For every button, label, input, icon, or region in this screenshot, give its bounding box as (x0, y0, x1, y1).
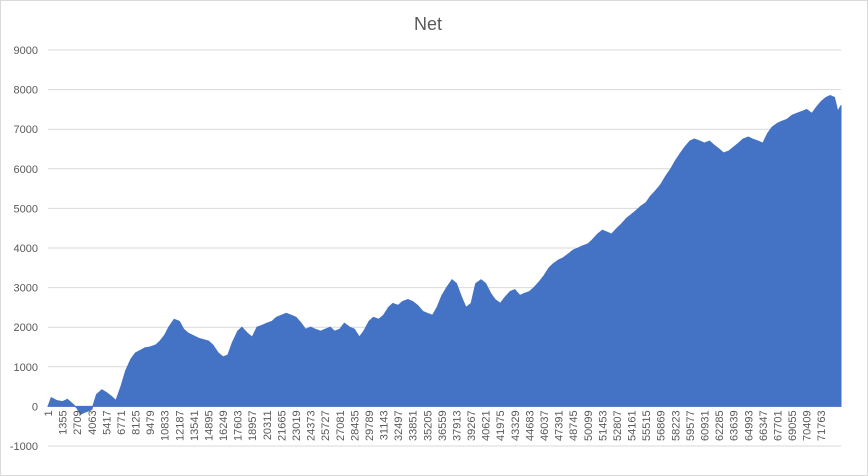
x-tick-label: 48745 (568, 410, 580, 441)
x-tick-label: 6771 (116, 410, 128, 434)
x-tick-label: 43329 (510, 410, 522, 441)
x-tick-label: 4063 (87, 410, 99, 434)
y-tick-label: 9000 (14, 45, 38, 57)
x-tick-label: 55515 (641, 410, 653, 441)
x-tick-label: 56869 (656, 410, 668, 441)
x-tick-label: 8125 (131, 410, 143, 434)
x-tick-label: 18957 (247, 410, 259, 441)
x-tick-label: 60931 (699, 410, 711, 441)
chart-title: Net (414, 14, 442, 34)
x-tick-label: 12187 (174, 410, 186, 441)
x-tick-label: 1 (43, 410, 55, 416)
x-tick-label: 28435 (349, 410, 361, 441)
x-tick-label: 54161 (627, 410, 639, 441)
x-tick-label: 66347 (758, 410, 770, 441)
y-tick-label: 5000 (14, 203, 38, 215)
x-tick-label: 24373 (306, 410, 318, 441)
x-tick-label: 64993 (743, 410, 755, 441)
x-tick-label: 27081 (335, 410, 347, 441)
x-tick-label: 39267 (466, 410, 478, 441)
y-tick-label: 6000 (14, 164, 38, 176)
x-tick-label: 29789 (364, 410, 376, 441)
plot-area (47, 94, 842, 415)
x-tick-label: 47391 (554, 410, 566, 441)
x-tick-label: 31143 (379, 410, 391, 440)
x-tick-label: 51453 (597, 410, 609, 441)
y-tick-label: 8000 (14, 85, 38, 97)
x-tick-label: 52807 (612, 410, 624, 441)
x-tick-label: 69055 (787, 410, 799, 441)
x-tick-label: 14895 (203, 410, 215, 441)
x-tick-label: 10833 (160, 410, 172, 441)
x-tick-label: 71763 (816, 410, 828, 441)
y-tick-label: -1000 (10, 441, 38, 453)
x-tick-label: 35205 (422, 410, 434, 441)
x-tick-label: 5417 (101, 410, 113, 434)
x-tick-label: 62285 (714, 410, 726, 441)
x-tick-label: 32497 (393, 410, 405, 441)
y-axis-ticks: -1000 0 1000 2000 3000 4000 5000 6000 7000 8000 90… (10, 45, 38, 453)
x-tick-label: 36559 (437, 410, 449, 441)
y-tick-label: 3000 (14, 283, 38, 295)
x-tick-label: 2709 (72, 410, 84, 434)
y-tick-label: 0 (32, 401, 38, 413)
x-tick-label: 59577 (685, 410, 697, 441)
x-tick-label: 17603 (233, 410, 245, 441)
x-tick-label: 25727 (320, 410, 332, 441)
x-tick-label: 41975 (495, 410, 507, 441)
x-tick-label: 33851 (408, 410, 420, 441)
x-tick-label: 1355 (58, 410, 70, 434)
x-tick-label: 40621 (481, 410, 493, 441)
x-tick-label: 63639 (729, 410, 741, 441)
net-area-series (47, 94, 842, 415)
x-tick-label: 58223 (670, 410, 682, 441)
x-tick-label: 20311 (262, 410, 274, 440)
x-tick-label: 21665 (276, 410, 288, 441)
x-tick-label: 16249 (218, 410, 230, 441)
x-tick-label: 37913 (451, 410, 463, 441)
y-tick-label: 2000 (14, 322, 38, 334)
x-tick-label: 9479 (145, 410, 157, 434)
y-tick-label: 7000 (14, 124, 38, 136)
x-tick-label: 44683 (524, 410, 536, 441)
x-tick-label: 13541 (189, 410, 201, 441)
x-tick-label: 23019 (291, 410, 303, 441)
y-tick-label: 1000 (14, 362, 38, 374)
y-tick-label: 4000 (14, 243, 38, 255)
x-tick-label: 50099 (583, 410, 595, 441)
x-axis-ticks: 1 1355 2709 4063 5417 6771 8125 9479 10833 12187 1… (43, 410, 828, 441)
x-tick-label: 46037 (539, 410, 551, 441)
x-tick-label: 70409 (802, 410, 814, 441)
x-tick-label: 67701 (772, 410, 784, 441)
